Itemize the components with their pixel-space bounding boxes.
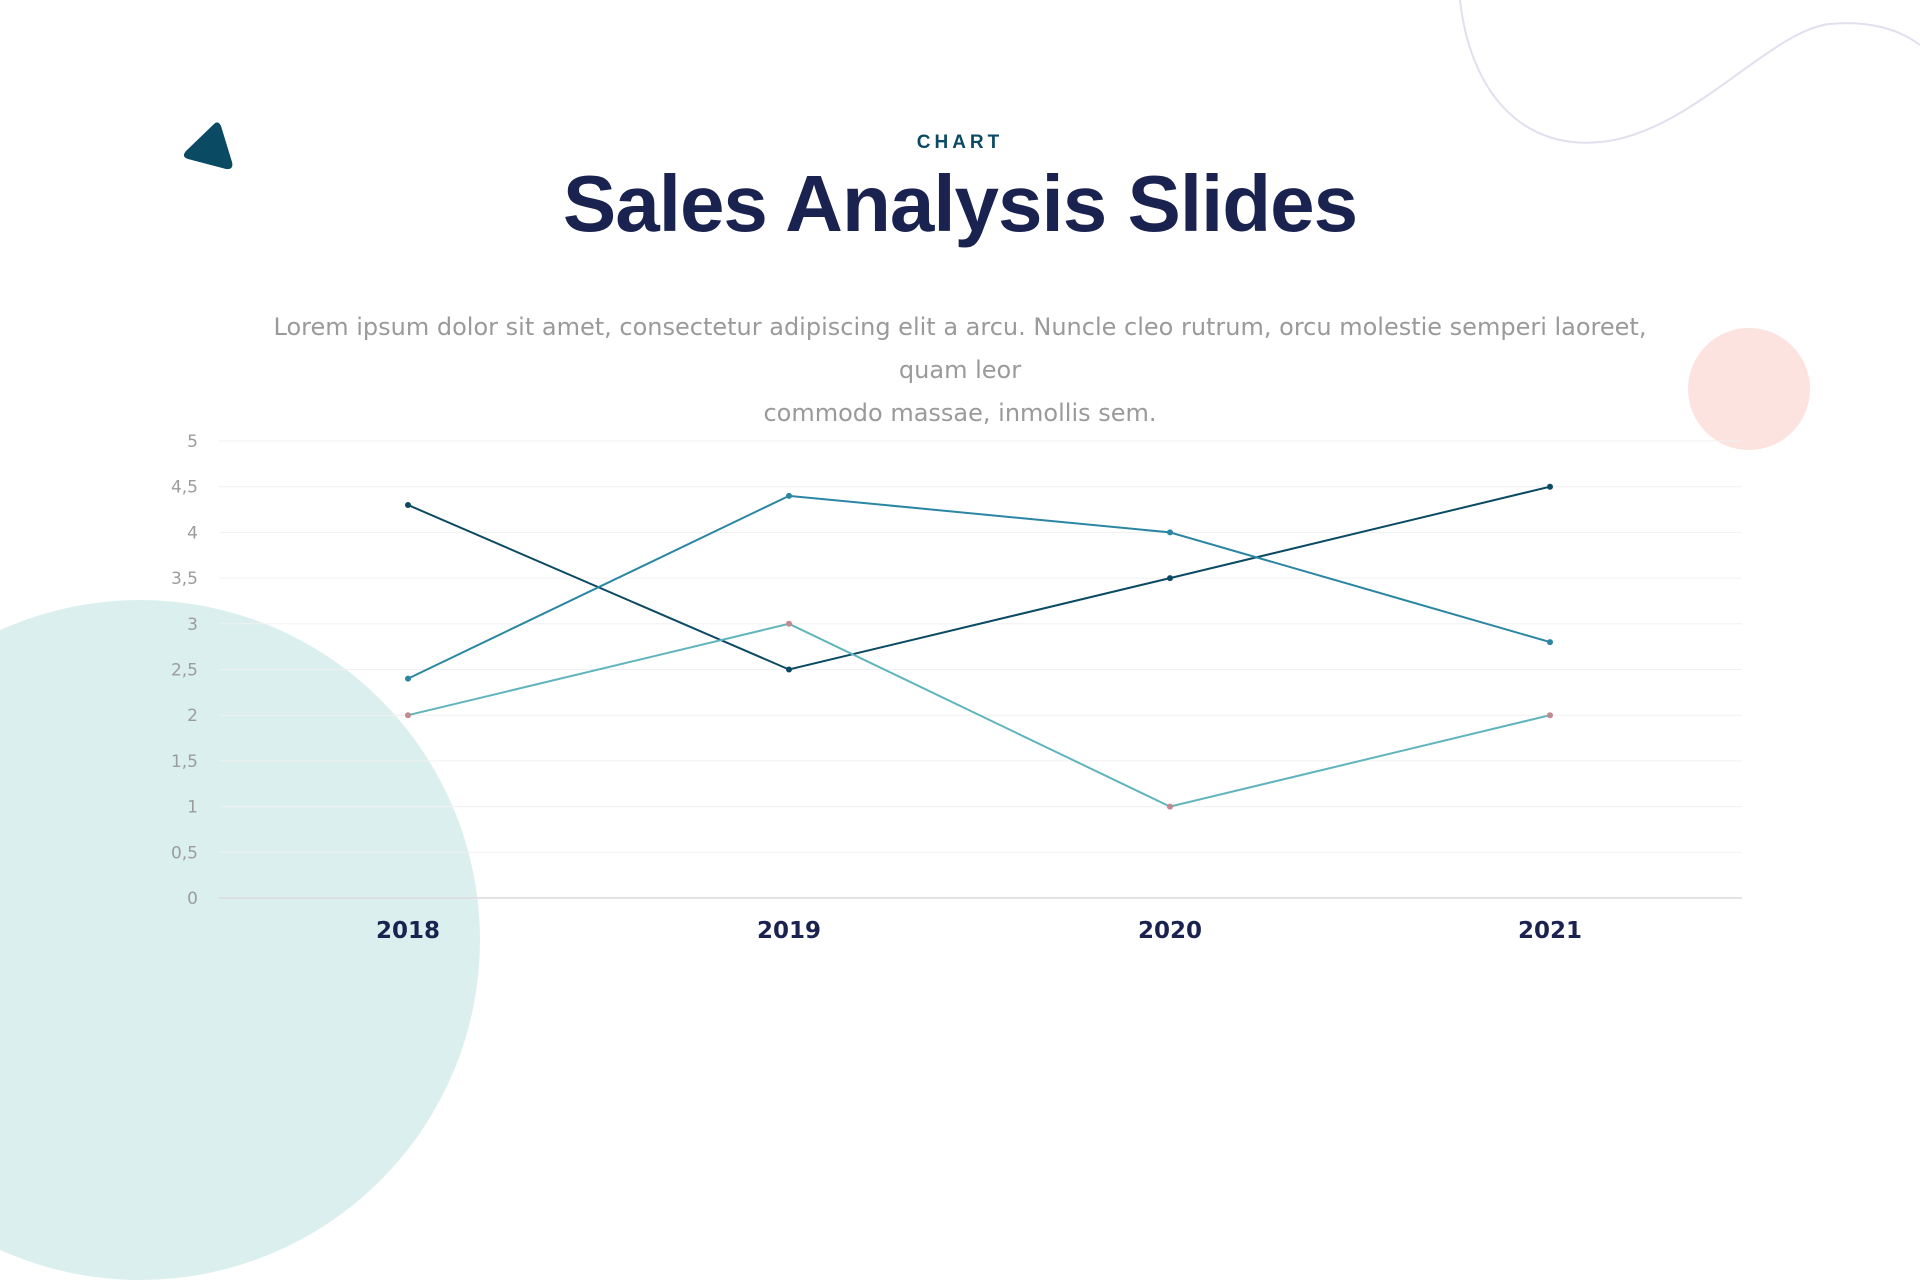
series-line <box>407 494 1551 680</box>
data-point[interactable] <box>405 675 411 682</box>
decorative-squiggle-line <box>1459 0 1920 144</box>
triangle-icon <box>183 122 233 170</box>
series-line <box>407 622 1551 808</box>
y-tick-label: 4,5 <box>171 478 198 498</box>
chart-gridlines <box>219 440 1742 899</box>
subtitle-line-2: commodo massae, inmollis sem. <box>763 399 1157 427</box>
y-tick-label: 5 <box>187 432 198 452</box>
data-point[interactable] <box>786 620 792 627</box>
data-point[interactable] <box>1167 803 1173 810</box>
x-tick-label: 2019 <box>757 918 821 944</box>
data-point[interactable] <box>786 492 792 499</box>
data-point[interactable] <box>786 666 792 673</box>
y-tick-label: 2,5 <box>171 661 198 681</box>
x-tick-label: 2021 <box>1518 918 1582 944</box>
data-point[interactable] <box>1547 639 1553 646</box>
subtitle-line-1: Lorem ipsum dolor sit amet, consectetur … <box>273 313 1647 384</box>
y-tick-label: 4 <box>187 523 198 543</box>
y-tick-label: 0 <box>187 889 198 909</box>
slide-title: Sales Analysis Slides <box>562 159 1358 248</box>
line-chart: 0 0,5 1 1,5 2 2,5 3 3,5 4 4,5 5 2018 2019 2020 2021 <box>171 432 1742 944</box>
y-tick-label: 0,5 <box>171 843 198 863</box>
y-axis-labels: 0 0,5 1 1,5 2 2,5 3 3,5 4 4,5 5 <box>171 432 198 909</box>
x-tick-label: 2018 <box>376 918 440 944</box>
y-tick-label: 1,5 <box>171 752 198 772</box>
slide-subtitle: Lorem ipsum dolor sit amet, consectetur … <box>250 306 1670 435</box>
y-tick-label: 3 <box>187 615 198 635</box>
y-tick-label: 1 <box>187 798 198 818</box>
data-point[interactable] <box>405 501 411 508</box>
data-point[interactable] <box>405 712 411 719</box>
slide-eyebrow: CHART <box>916 132 1004 153</box>
y-tick-label: 2 <box>187 706 198 726</box>
x-tick-label: 2020 <box>1138 918 1202 944</box>
data-point[interactable] <box>1547 712 1553 719</box>
chart-series <box>405 483 1553 810</box>
y-tick-label: 3,5 <box>171 569 198 589</box>
data-point[interactable] <box>1167 529 1173 536</box>
x-axis-labels: 2018 2019 2020 2021 <box>376 918 1582 944</box>
data-point[interactable] <box>1547 483 1553 490</box>
data-point[interactable] <box>1167 575 1173 582</box>
decorative-circle-pink <box>1688 328 1810 450</box>
